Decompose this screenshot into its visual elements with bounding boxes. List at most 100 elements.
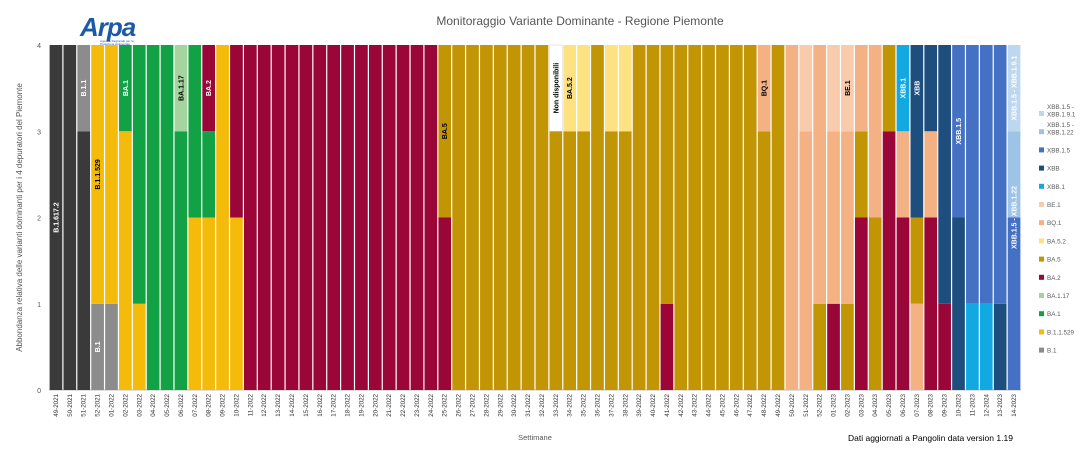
x-tick-label: 07-2023 bbox=[914, 393, 921, 416]
bar-segment bbox=[188, 45, 202, 218]
bar-segment bbox=[563, 45, 577, 132]
bar-annotation: B.1 bbox=[95, 341, 102, 352]
x-tick-label: 10-2022 bbox=[233, 393, 240, 416]
bar-segment bbox=[91, 303, 104, 390]
y-tick-label: 3 bbox=[37, 129, 41, 136]
bar-segment bbox=[396, 45, 410, 390]
x-tick-label: 10-2023 bbox=[956, 393, 963, 416]
x-tick-label: 19-2022 bbox=[358, 393, 365, 416]
x-tick-label: 09-2022 bbox=[220, 393, 227, 416]
bar-segment bbox=[438, 217, 452, 390]
x-tick-label: 29-2022 bbox=[497, 393, 504, 416]
x-tick-label: 33-2022 bbox=[553, 393, 560, 416]
bar-segment bbox=[841, 45, 854, 132]
bar-segment bbox=[230, 217, 243, 390]
bar-segment bbox=[688, 45, 702, 390]
bar-segment bbox=[674, 45, 688, 390]
x-tick-label: 31-2022 bbox=[525, 393, 532, 416]
legend-label-cont: XBB.1.22 bbox=[1047, 130, 1074, 137]
x-tick-label: 24-2022 bbox=[428, 393, 435, 416]
legend-label: B.1 bbox=[1047, 348, 1057, 355]
x-tick-label: 47-2022 bbox=[747, 393, 754, 416]
legend-swatch bbox=[1039, 111, 1044, 116]
bar-segment bbox=[119, 45, 132, 132]
bar-segment bbox=[77, 131, 91, 390]
bar-segment bbox=[730, 45, 743, 390]
x-tick-label: 36-2022 bbox=[594, 393, 601, 416]
bar-segment bbox=[854, 131, 868, 218]
bar-segment bbox=[174, 131, 188, 390]
legend-swatch bbox=[1039, 347, 1044, 353]
bar-segment bbox=[952, 45, 965, 218]
bar-segment bbox=[577, 131, 590, 390]
bar-segment bbox=[813, 45, 826, 304]
bar-segment bbox=[910, 45, 924, 218]
legend-label: XBB.1 bbox=[1047, 184, 1065, 191]
logo-subtext: Agenzia Regionale per la Protezione Ambi… bbox=[100, 39, 134, 46]
x-tick-label: 14-2023 bbox=[1011, 393, 1018, 416]
bar-segment bbox=[993, 45, 1007, 304]
x-tick-label: 38-2022 bbox=[622, 393, 629, 416]
bar-segment bbox=[979, 45, 993, 304]
bar-annotation: BQ.1 bbox=[762, 80, 769, 96]
bar-segment bbox=[966, 303, 979, 390]
x-tick-label: 30-2022 bbox=[511, 393, 518, 416]
bar-segment bbox=[549, 44, 563, 132]
bar-segment bbox=[271, 45, 285, 390]
bar-segment bbox=[632, 45, 646, 390]
bar-segment bbox=[355, 45, 368, 390]
bar-segment bbox=[924, 131, 938, 218]
legend-label: BA.1 bbox=[1047, 311, 1061, 318]
bar-segment bbox=[618, 45, 632, 132]
bar-segment bbox=[757, 131, 771, 390]
bar-segment bbox=[966, 45, 979, 304]
legend-swatch bbox=[1039, 147, 1044, 153]
legend-label: B.1.1.529 bbox=[1047, 329, 1074, 336]
x-tick-label: 06-2022 bbox=[178, 393, 185, 416]
bar-segment bbox=[119, 131, 132, 390]
x-tick-label: 35-2022 bbox=[581, 393, 588, 416]
bar-segment bbox=[605, 131, 618, 390]
bar-segment bbox=[882, 45, 896, 132]
legend-label: BE.1 bbox=[1047, 202, 1061, 209]
bar-segment bbox=[993, 303, 1007, 390]
bar-segment bbox=[896, 131, 910, 218]
bar-segment bbox=[341, 45, 354, 390]
x-tick-label: 37-2022 bbox=[608, 393, 615, 416]
bar-segment bbox=[49, 45, 63, 390]
legend-swatch bbox=[1039, 329, 1044, 335]
bar-annotation: XBB.1.5 - XBB.1.9.1 bbox=[1012, 56, 1019, 121]
bar-segment bbox=[327, 45, 340, 390]
bar-segment bbox=[132, 45, 146, 304]
bar-annotation: XBB bbox=[914, 81, 921, 96]
legend-label: BQ.1 bbox=[1047, 220, 1062, 227]
x-tick-label: 28-2022 bbox=[483, 393, 490, 416]
bar-segment bbox=[868, 217, 882, 390]
legend-label: XBB.1.5 - bbox=[1047, 122, 1074, 129]
bar-segment bbox=[854, 217, 868, 390]
logo-text: Arpa bbox=[80, 12, 136, 42]
y-tick-label: 2 bbox=[37, 216, 41, 223]
x-tick-label: 34-2022 bbox=[567, 393, 574, 416]
bar-segment bbox=[91, 45, 104, 304]
x-tick-label: 52-2022 bbox=[817, 393, 824, 416]
bar-segment bbox=[743, 45, 757, 390]
legend-label: BA.1.17 bbox=[1047, 293, 1070, 300]
bar-segment bbox=[896, 217, 910, 390]
bar-segment bbox=[77, 45, 91, 132]
x-tick-label: 44-2022 bbox=[706, 393, 713, 416]
bar-segment bbox=[63, 45, 77, 390]
x-tick-label: 01-2022 bbox=[108, 393, 115, 416]
bar-segment bbox=[618, 131, 632, 390]
x-tick-label: 49-2021 bbox=[53, 393, 60, 416]
bar-segment bbox=[910, 303, 924, 390]
x-tick-label: 03-2023 bbox=[858, 393, 865, 416]
y-axis-title: Abbondanza relativa delle varianti domin… bbox=[15, 83, 24, 352]
bar-segment bbox=[202, 45, 216, 132]
bar-segment bbox=[188, 217, 202, 390]
x-tick-label: 25-2022 bbox=[442, 393, 449, 416]
bar-segment bbox=[174, 45, 188, 132]
bar-segment bbox=[521, 45, 535, 390]
bar-segment bbox=[799, 131, 813, 390]
